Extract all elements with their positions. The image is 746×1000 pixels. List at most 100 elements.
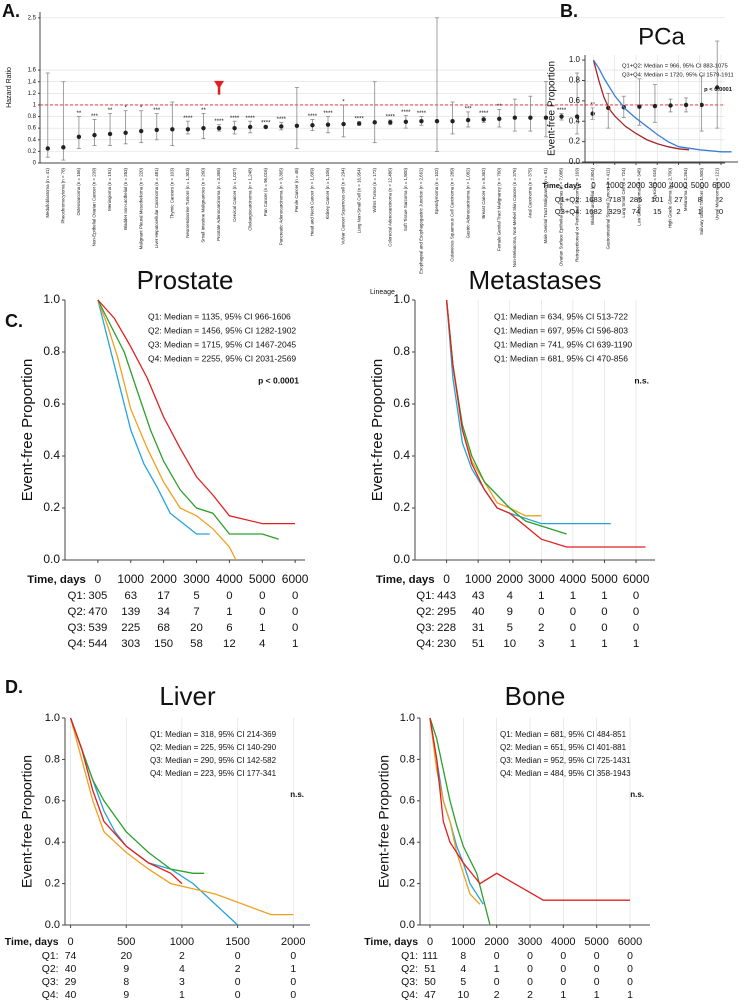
point: [481, 117, 486, 122]
significance: ***: [465, 106, 473, 112]
risk-row-label: Q3:: [42, 977, 59, 988]
risk-count: 0: [601, 606, 607, 618]
risk-count: 1: [698, 207, 702, 216]
legend-entry: Q1: Median = 634, 95% CI 513-722: [494, 311, 628, 321]
y-tick-label: 1: [33, 103, 37, 109]
y-tick-label: 2.5: [28, 15, 37, 21]
legend-entry: Q2: Median = 225, 95% CI 140-290: [150, 743, 277, 752]
x-tick-label: Cutaneous Squamous Cell Carcinoma (n = 2…: [450, 167, 455, 261]
risk-count: 8: [460, 951, 466, 962]
x-tick-label: Male Genital Tract Malignancy (n = 91): [543, 167, 548, 243]
y-tick-label: 0.2: [569, 137, 581, 146]
risk-count: 0: [290, 977, 296, 988]
risk-count: 0: [719, 207, 723, 216]
point: [543, 115, 549, 120]
risk-count: 0: [560, 951, 566, 962]
x-tick-label: 2000: [150, 572, 177, 586]
point: [683, 102, 689, 108]
significance: ***: [91, 114, 99, 120]
point: [61, 145, 66, 150]
x-tick-label: Gastric Adenocarcinoma (n = 1,082): [465, 167, 470, 238]
x-axis-label: Time, days: [5, 937, 59, 948]
x-tick-label: Meningioma (n = 191): [107, 167, 112, 210]
risk-count: 0: [627, 964, 633, 975]
risk-count: 1: [601, 590, 607, 602]
risk-count: 470: [88, 606, 107, 618]
y-tick-label: 0.4: [43, 448, 60, 462]
risk-row-label: Q3:: [68, 622, 86, 634]
y-tick-label: 0.0: [43, 552, 60, 566]
legend-entry: Q1+Q2: Median = 966, 95% CI 883-1075: [622, 64, 728, 70]
survival-curve: [429, 717, 491, 926]
significance: **: [497, 104, 502, 110]
point: [715, 85, 720, 90]
risk-count: 8: [698, 195, 702, 204]
y-tick-label: 0.4: [45, 836, 60, 848]
y-tick-label: 0.0: [569, 157, 581, 166]
significance: ***: [153, 108, 161, 114]
point: [216, 125, 222, 131]
survival-curve: [592, 59, 690, 151]
survival-curve: [445, 299, 646, 548]
risk-count: 50: [424, 977, 436, 988]
risk-row-label: Q3+Q4:: [555, 207, 582, 216]
risk-count: 0: [633, 622, 639, 634]
risk-count: 74: [632, 207, 640, 216]
risk-count: 101: [651, 195, 664, 204]
y-tick-label: 1.0: [400, 712, 415, 724]
y-tick-label: 1.0: [43, 292, 60, 306]
risk-count: 74: [65, 951, 77, 962]
x-tick-label: Ependymoma (n = 102): [434, 167, 439, 214]
legend-entry: Q1: Median = 741, 95% CI 639-1190: [494, 339, 632, 349]
y-tick-label: 0.8: [43, 344, 60, 358]
risk-count: 9: [123, 990, 129, 1000]
risk-count: 150: [154, 638, 173, 650]
risk-row-label: Q4:: [42, 990, 59, 1000]
point: [45, 146, 50, 151]
x-axis-label: Time, days: [376, 574, 435, 586]
legend-entry: Q1: Median = 681, 95% CI 484-851: [500, 730, 627, 739]
x-tick-label: Head and Neck Cancer (n = 1,689): [310, 167, 315, 236]
x-tick-label: 3000: [518, 936, 542, 948]
risk-count: 2: [494, 990, 500, 1000]
x-tick-label: 0: [427, 936, 433, 948]
y-tick-label: 0.2: [28, 149, 37, 155]
legend-entry: Q3: Median = 1715, 95% CI 1467-2045: [148, 339, 296, 349]
significance: ****: [277, 117, 287, 123]
risk-count: 3: [538, 638, 544, 650]
point: [185, 127, 191, 132]
significance: ****: [557, 108, 567, 114]
risk-row-label: Q1:: [68, 590, 86, 602]
x-tick-label: Neuroendocrine Tumors (n = 1,303): [185, 167, 190, 237]
y-tick-label: 0.6: [43, 396, 60, 410]
x-tick-label: Retroperitoneal or Peritoneal Sarcoma (n…: [574, 167, 579, 261]
risk-count: 0: [594, 977, 600, 988]
chart-title: Prostate: [137, 265, 234, 295]
point: [341, 121, 346, 127]
x-tick-label: Low Grade Gliomas (n = 348): [637, 167, 642, 225]
risk-count: 0: [527, 951, 533, 962]
y-tick-label: 0.4: [400, 836, 415, 848]
risk-count: 0: [538, 606, 544, 618]
legend-entry: Q2: Median = 651, 95% CI 401-881: [500, 743, 627, 752]
significance: ****: [386, 115, 396, 121]
y-tick-label: 0.0: [393, 552, 410, 566]
x-tick-label: Anal Carcinoma (n = 375): [528, 167, 533, 218]
y-axis-label: Event-free Proportion: [19, 359, 36, 502]
legend-entry: Q3: Median = 952, 95% CI 725-1431: [500, 756, 631, 765]
risk-count: 0: [292, 606, 298, 618]
y-tick-label: 0.4: [28, 137, 37, 143]
x-tick-label: 4000: [560, 572, 587, 586]
risk-count: 1682: [585, 207, 602, 216]
risk-count: 0: [494, 951, 500, 962]
significance: ****: [230, 116, 240, 122]
legend-entry: Q4: Median = 484, 95% CI 358-1943: [500, 769, 631, 778]
risk-count: 15: [653, 207, 661, 216]
risk-count: 6: [226, 622, 232, 634]
point: [497, 116, 502, 122]
panel-label: B.: [560, 1, 578, 21]
x-tick-label: 0: [443, 572, 450, 586]
risk-count: 295: [437, 606, 456, 618]
risk-count: 1: [594, 990, 600, 1000]
